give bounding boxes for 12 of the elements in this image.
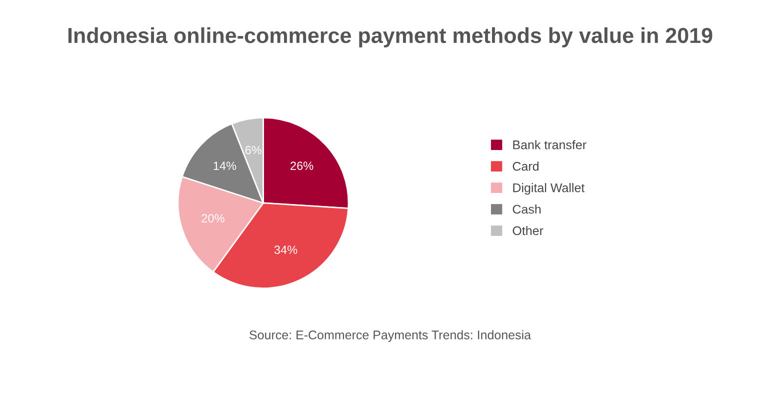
data-label: 14% xyxy=(214,162,236,170)
source-note: Source: E-Commerce Payments Trends: Indonesia xyxy=(250,330,532,342)
data-label: 6% xyxy=(245,146,262,154)
legend-label: Other xyxy=(512,226,544,236)
legend-label: Card xyxy=(512,162,538,171)
legend-label: Digital Wallet xyxy=(513,183,585,195)
data-label: 34% xyxy=(274,246,298,254)
legend-label: Bank transfer xyxy=(513,140,586,150)
legend-label: Cash xyxy=(512,204,541,214)
chart-title: Indonesia online-commerce payment methods by value in 2019 xyxy=(68,27,712,48)
data-label: 26% xyxy=(290,162,314,170)
data-label: 20% xyxy=(202,214,224,222)
